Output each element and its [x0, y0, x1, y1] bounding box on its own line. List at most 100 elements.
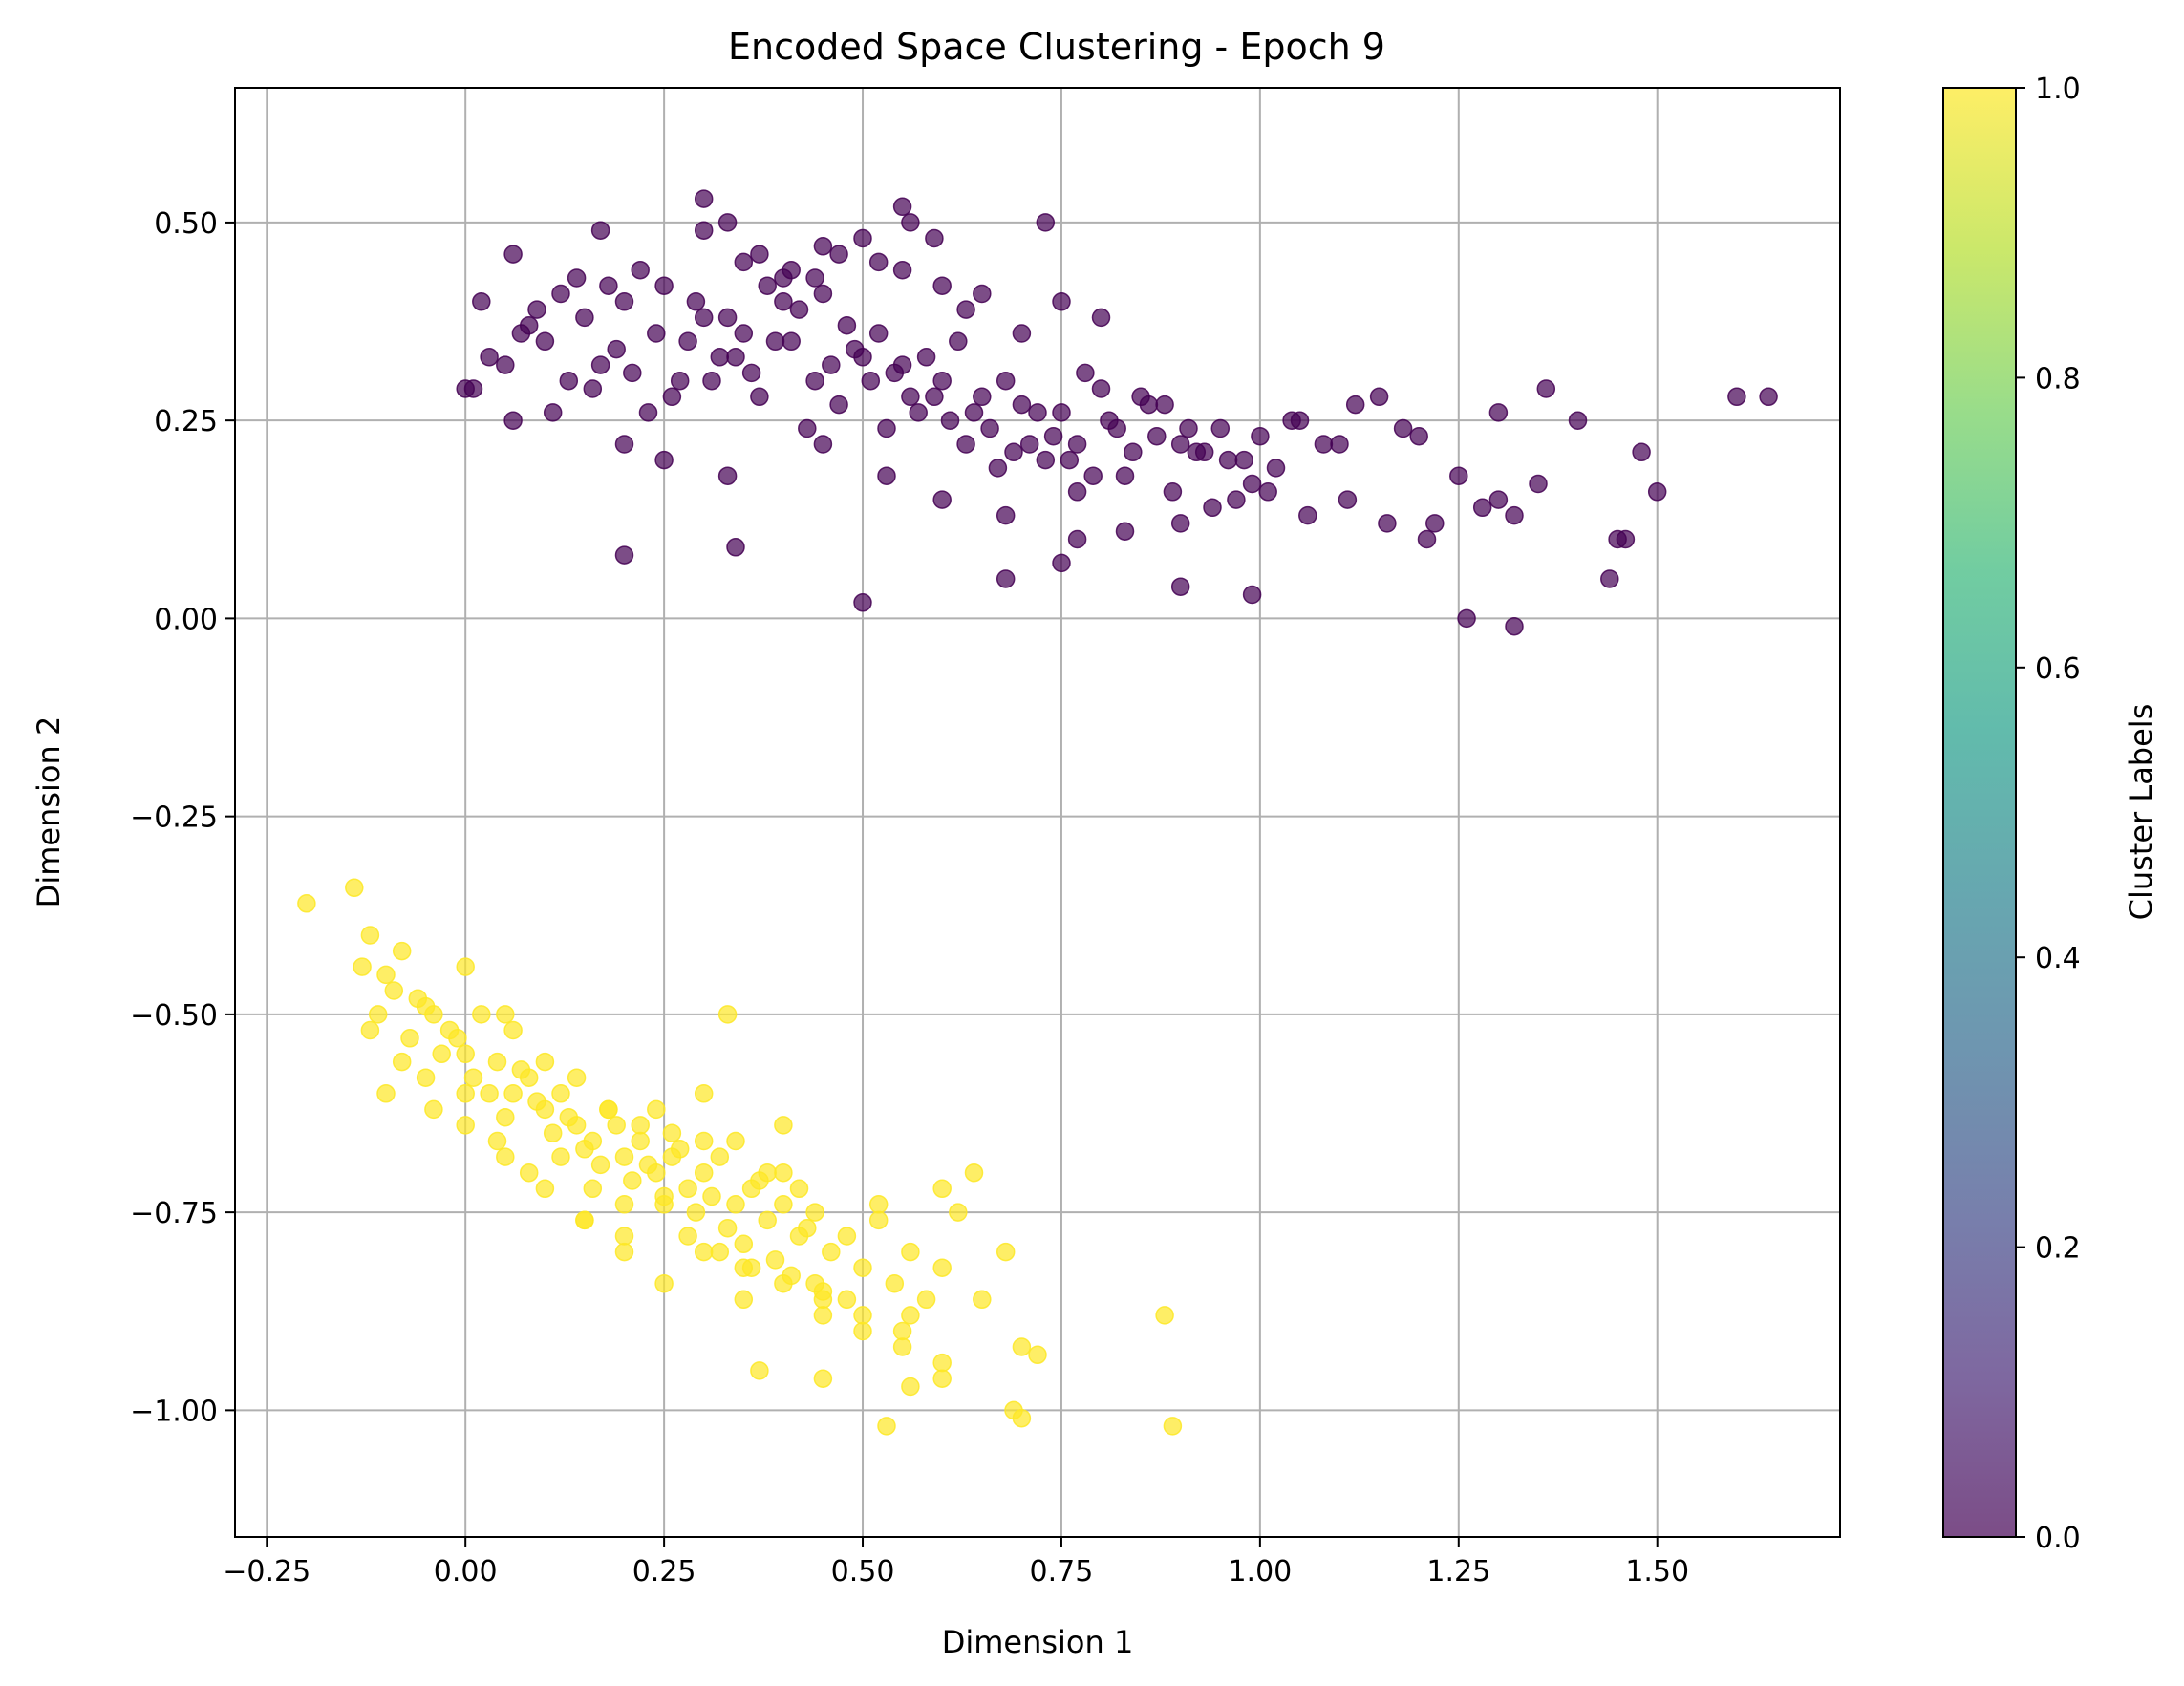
scatter-point-cluster-0: [710, 348, 730, 367]
scatter-point-cluster-1: [726, 1131, 745, 1151]
scatter-point-cluster-1: [1012, 1408, 1032, 1428]
x-axis-label: Dimension 1: [942, 1624, 1134, 1660]
scatter-point-cluster-1: [297, 894, 316, 913]
scatter-point-cluster-0: [1227, 490, 1246, 509]
scatter-point-cluster-0: [1393, 418, 1413, 438]
scatter-point-cluster-0: [1139, 395, 1159, 415]
scatter-point-cluster-1: [774, 1195, 793, 1214]
scatter-point-cluster-1: [885, 1273, 905, 1293]
scatter-point-cluster-1: [973, 1290, 992, 1310]
scatter-point-cluster-1: [543, 1123, 563, 1142]
scatter-point-cluster-1: [345, 878, 364, 898]
scatter-point-cluster-0: [1345, 395, 1365, 415]
scatter-point-cluster-0: [717, 308, 738, 328]
scatter-point-cluster-0: [1488, 490, 1509, 509]
scatter-point-cluster-1: [416, 996, 436, 1016]
scatter-point-cluster-1: [614, 1242, 634, 1262]
scatter-point-cluster-1: [1155, 1306, 1174, 1325]
scatter-point-cluster-1: [496, 1107, 515, 1127]
scatter-point-cluster-1: [805, 1203, 824, 1222]
scatter-point-cluster-1: [717, 1218, 738, 1238]
scatter-point-cluster-1: [631, 1116, 650, 1135]
scatter-point-cluster-0: [1194, 442, 1214, 462]
scatter-point-cluster-1: [527, 1092, 546, 1111]
scatter-point-cluster-0: [694, 308, 714, 328]
scatter-point-cluster-0: [1505, 616, 1524, 636]
scatter-point-cluster-0: [1488, 403, 1509, 422]
scatter-point-cluster-0: [1568, 411, 1588, 430]
scatter-point-cluster-0: [1036, 213, 1056, 232]
scatter-point-cluster-1: [717, 1005, 738, 1024]
scatter-point-cluster-1: [456, 1084, 475, 1103]
scatter-point-cluster-1: [559, 1107, 579, 1127]
scatter-point-cluster-1: [631, 1131, 650, 1151]
scatter-point-cluster-0: [1378, 514, 1397, 533]
scatter-point-cluster-0: [503, 411, 523, 430]
scatter-point-cluster-1: [647, 1099, 666, 1120]
scatter-point-cluster-0: [1449, 466, 1468, 485]
scatter-point-cluster-0: [1147, 426, 1167, 446]
x-tick-label: 0.75: [1030, 1555, 1094, 1589]
scatter-point-cluster-1: [734, 1234, 754, 1254]
scatter-point-cluster-1: [607, 1116, 626, 1135]
scatter-point-cluster-1: [614, 1147, 634, 1166]
scatter-point-cluster-1: [456, 957, 475, 976]
scatter-point-cluster-1: [353, 957, 372, 976]
scatter-point-cluster-0: [861, 371, 881, 391]
scatter-point-cluster-0: [1155, 395, 1174, 415]
scatter-point-cluster-0: [654, 276, 674, 295]
scatter-point-cluster-1: [813, 1306, 833, 1325]
scatter-point-cluster-0: [1647, 482, 1667, 502]
scatter-point-cluster-1: [932, 1353, 952, 1373]
scatter-point-cluster-1: [487, 1131, 507, 1151]
scatter-point-cluster-0: [1369, 387, 1389, 407]
colorbar-tick-label: 1.0: [2035, 73, 2081, 106]
scatter-point-cluster-0: [1727, 387, 1746, 407]
scatter-point-cluster-1: [758, 1210, 777, 1230]
scatter-point-cluster-1: [432, 1044, 451, 1064]
scatter-point-cluster-0: [1203, 498, 1222, 518]
scatter-point-cluster-1: [662, 1123, 682, 1142]
scatter-point-cluster-1: [567, 1068, 587, 1087]
scatter-point-cluster-1: [368, 1005, 388, 1024]
scatter-point-cluster-0: [845, 339, 865, 359]
scatter-point-cluster-0: [1759, 387, 1778, 407]
scatter-point-cluster-0: [1417, 529, 1437, 549]
scatter-point-cluster-1: [892, 1337, 912, 1356]
scatter-point-cluster-0: [782, 260, 801, 280]
scatter-point-cluster-0: [511, 324, 531, 343]
scatter-point-cluster-0: [892, 260, 912, 280]
colorbar-ticks: 0.0 0.2 0.4 0.6 0.8 1.0: [2016, 73, 2081, 1555]
scatter-point-cluster-0: [1234, 450, 1253, 470]
scatter-point-cluster-0: [1060, 450, 1080, 470]
scatter-point-cluster-0: [940, 411, 960, 430]
scatter-point-cluster-0: [614, 292, 634, 311]
scatter-point-cluster-0: [774, 292, 793, 311]
scatter-point-cluster-0: [765, 331, 785, 352]
chart-title: Encoded Space Clustering - Epoch 9: [728, 26, 1385, 68]
scatter-point-cluster-0: [877, 418, 896, 438]
scatter-point-cluster-0: [829, 245, 848, 264]
scatter-point-cluster-0: [1536, 379, 1556, 398]
scatter-point-cluster-1: [376, 1084, 396, 1103]
scatter-point-cluster-0: [590, 355, 610, 374]
y-tick-label: −0.25: [130, 801, 218, 835]
x-tick-label: 0.25: [632, 1555, 696, 1589]
scatter-point-cluster-1: [456, 1116, 475, 1135]
scatter-point-cluster-0: [980, 418, 999, 438]
y-axis-label: Dimension 2: [31, 716, 67, 908]
scatter-point-cluster-1: [949, 1203, 968, 1222]
scatter-point-cluster-1: [503, 1084, 523, 1103]
scatter-point-cluster-0: [1314, 435, 1334, 454]
x-axis-ticks: −0.25 0.00 0.25 0.50 0.75 1.00 1.25 1.50: [223, 1537, 1689, 1589]
scatter-point-cluster-1: [765, 1250, 785, 1270]
scatter-point-cluster-0: [1505, 505, 1524, 525]
scatter-point-cluster-1: [932, 1179, 952, 1199]
scatter-point-cluster-1: [599, 1099, 618, 1120]
scatter-point-cluster-1: [694, 1242, 714, 1262]
scatter-point-cluster-0: [717, 213, 738, 232]
scatter-point-cluster-1: [614, 1227, 634, 1246]
scatter-point-cluster-1: [789, 1179, 809, 1199]
